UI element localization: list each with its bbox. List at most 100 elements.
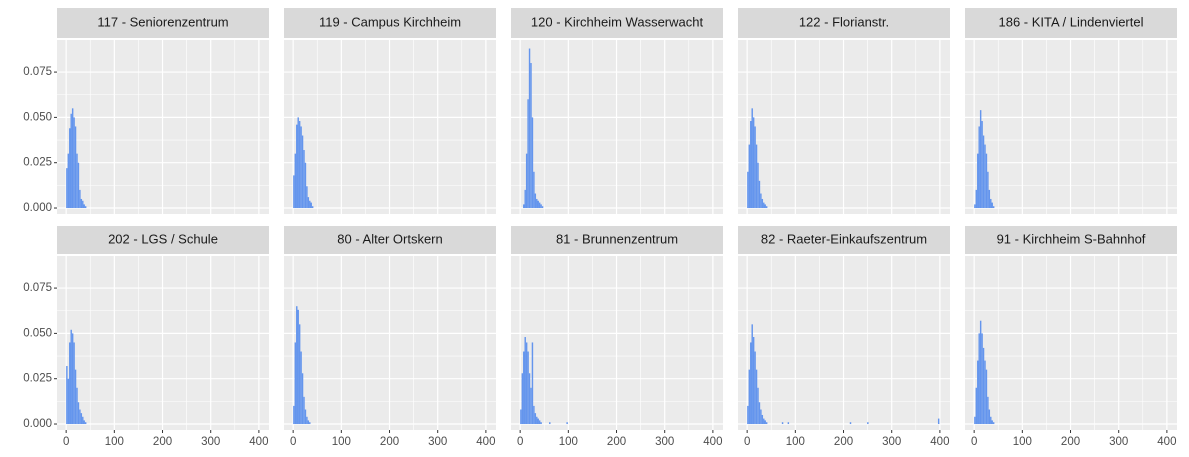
bar bbox=[84, 206, 87, 209]
bar bbox=[310, 202, 312, 209]
bar bbox=[755, 144, 758, 209]
facet-title: 82 - Raeter-Einkaufszentrum bbox=[761, 231, 927, 246]
y-tick-label: 0.000 bbox=[23, 202, 52, 214]
bar bbox=[990, 198, 992, 209]
bar bbox=[83, 204, 85, 209]
bar bbox=[984, 144, 986, 209]
bar bbox=[755, 369, 758, 425]
x-tick-label: 100 bbox=[559, 436, 578, 448]
strip bbox=[57, 226, 269, 254]
x-tick-label: 200 bbox=[153, 436, 172, 448]
y-tick-label: 0.075 bbox=[23, 66, 52, 78]
bar bbox=[303, 150, 305, 209]
bar bbox=[524, 337, 526, 425]
bar bbox=[303, 396, 305, 425]
bar bbox=[761, 414, 764, 425]
bar bbox=[80, 413, 83, 425]
bar bbox=[66, 366, 68, 425]
bar bbox=[306, 416, 308, 425]
bar bbox=[70, 113, 72, 209]
x-tick-label: 300 bbox=[1109, 436, 1128, 448]
bar bbox=[752, 117, 755, 209]
bar bbox=[296, 306, 298, 425]
facet-title: 81 - Brunnenzentrum bbox=[556, 231, 678, 246]
bar bbox=[984, 360, 986, 425]
bar bbox=[982, 347, 985, 425]
x-tick-label: 0 bbox=[517, 436, 523, 448]
bar bbox=[758, 402, 761, 425]
bar bbox=[307, 420, 310, 425]
bar bbox=[981, 121, 983, 209]
facet-title: 120 - Kirchheim Wasserwacht bbox=[531, 14, 704, 29]
facet-title: 119 - Campus Kirchheim bbox=[319, 14, 461, 29]
bar bbox=[524, 189, 526, 209]
bar bbox=[537, 418, 539, 425]
bar bbox=[300, 126, 302, 209]
bar bbox=[750, 342, 752, 425]
bar bbox=[301, 135, 304, 209]
bar bbox=[760, 193, 762, 209]
bar bbox=[757, 162, 759, 209]
bar bbox=[982, 135, 985, 209]
x-tick-label: 0 bbox=[63, 436, 69, 448]
bar bbox=[974, 416, 976, 425]
strip bbox=[738, 8, 950, 38]
strip bbox=[284, 226, 496, 254]
bar bbox=[74, 126, 77, 209]
bar bbox=[978, 126, 980, 209]
bar bbox=[528, 48, 531, 209]
bar bbox=[523, 204, 525, 209]
facet-title: 80 - Alter Ortskern bbox=[337, 231, 442, 246]
x-tick-label: 0 bbox=[744, 436, 750, 448]
bar bbox=[300, 351, 302, 425]
bar bbox=[67, 153, 70, 209]
x-tick-label: 200 bbox=[380, 436, 399, 448]
bar bbox=[521, 373, 524, 425]
bar bbox=[306, 186, 308, 209]
bar bbox=[537, 200, 539, 209]
bar bbox=[79, 189, 81, 209]
bar bbox=[748, 369, 751, 425]
x-tick-label: 0 bbox=[290, 436, 296, 448]
x-tick-label: 200 bbox=[607, 436, 626, 448]
bar bbox=[531, 117, 534, 209]
bar bbox=[82, 200, 84, 209]
bar bbox=[990, 416, 992, 425]
y-tick-label: 0.050 bbox=[23, 327, 52, 339]
x-tick-label: 400 bbox=[476, 436, 495, 448]
strip bbox=[511, 226, 723, 254]
bar bbox=[987, 396, 989, 425]
bar bbox=[981, 333, 983, 425]
strip bbox=[57, 8, 269, 38]
bar bbox=[549, 422, 551, 425]
bar bbox=[297, 309, 299, 425]
bar bbox=[534, 413, 537, 425]
bar bbox=[528, 373, 531, 425]
bar bbox=[293, 405, 295, 425]
bar bbox=[763, 418, 765, 425]
bar bbox=[765, 206, 768, 209]
bar bbox=[761, 198, 764, 209]
bar bbox=[309, 422, 311, 425]
facet-title: 91 - Kirchheim S-Bahnhof bbox=[997, 231, 1146, 246]
x-tick-label: 100 bbox=[1013, 436, 1032, 448]
bar bbox=[747, 171, 749, 209]
bar bbox=[70, 329, 72, 425]
bar bbox=[979, 110, 982, 209]
bar bbox=[307, 197, 310, 209]
strip bbox=[965, 8, 1177, 38]
bar bbox=[781, 422, 784, 425]
bar bbox=[991, 420, 993, 425]
bar bbox=[520, 409, 522, 425]
bar bbox=[294, 153, 297, 209]
bar bbox=[985, 153, 988, 209]
bar bbox=[311, 206, 314, 209]
y-tick-label: 0.025 bbox=[23, 373, 52, 385]
bar bbox=[751, 324, 753, 425]
bar bbox=[527, 99, 529, 209]
bar bbox=[975, 189, 978, 209]
bar bbox=[66, 168, 68, 209]
bar bbox=[296, 124, 298, 209]
bar bbox=[988, 189, 991, 209]
